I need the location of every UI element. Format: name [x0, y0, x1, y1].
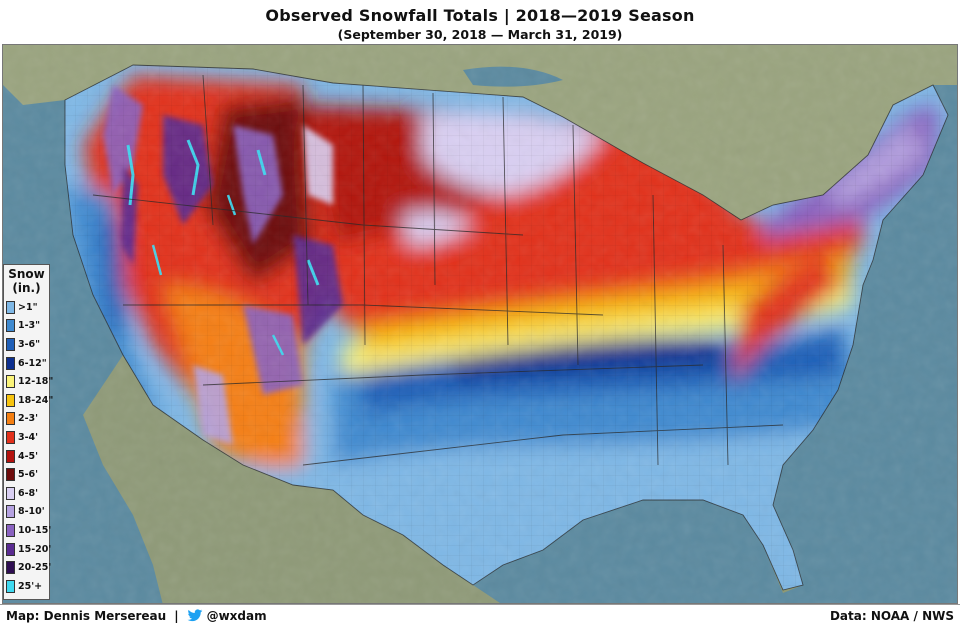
legend-label: 20-25': [18, 562, 52, 574]
legend-item: 5-6': [6, 465, 47, 484]
legend-swatch: [6, 505, 15, 519]
legend-swatch: [6, 300, 15, 314]
legend-label: 8-10': [18, 506, 45, 518]
legend-swatch: [6, 449, 15, 463]
legend-label: 25'+: [18, 580, 43, 592]
twitter-bird-icon: [187, 609, 202, 622]
legend-label: 2-3': [18, 413, 39, 425]
legend-label: 1-3": [18, 320, 41, 332]
legend-item: 3-6": [6, 335, 47, 354]
legend-label: 12-18": [18, 376, 54, 388]
legend-label: 15-20': [18, 543, 52, 555]
legend-swatch: [6, 319, 15, 333]
legend-swatch: [6, 375, 15, 389]
legend-item: 3-4': [6, 428, 47, 447]
legend-swatch: [6, 561, 15, 575]
legend-swatch: [6, 337, 15, 351]
credit-separator: |: [174, 609, 179, 623]
legend-swatch: [6, 468, 15, 482]
legend-swatch: [6, 486, 15, 500]
map-subtitle: (September 30, 2018 — March 31, 2019): [337, 27, 623, 42]
legend-item: 4-5': [6, 447, 47, 466]
legend-swatch: [6, 412, 15, 426]
legend-item: 18-24": [6, 391, 53, 410]
legend-item: 12-18": [6, 372, 53, 391]
legend-item: 2-3': [6, 410, 47, 429]
legend-item: >1": [6, 298, 47, 317]
legend-item: 20-25': [6, 558, 51, 577]
legend-swatch: [6, 356, 15, 370]
legend-swatch: [6, 393, 15, 407]
legend-swatch: [6, 579, 15, 593]
legend-item: 1-3": [6, 317, 47, 336]
legend-swatch: [6, 430, 15, 444]
map-credit: Map: Dennis Mersereau | @wxdam: [6, 609, 267, 623]
legend-item: 6-12": [6, 354, 47, 373]
legend-item: 10-15': [6, 521, 51, 540]
map-title: Observed Snowfall Totals | 2018—2019 Sea…: [265, 6, 695, 25]
twitter-handle[interactable]: @wxdam: [206, 609, 267, 623]
legend-swatch: [6, 523, 15, 537]
data-credit: Data: NOAA / NWS: [829, 609, 954, 623]
legend-title: Snow: [8, 267, 45, 281]
legend-label: 10-15': [18, 524, 52, 536]
legend-items: >1" 1-3" 3-6" 6-12" 12-18" 18-24" 2-3' 3-4' 4-5'…: [6, 298, 53, 596]
legend-label: 4-5': [18, 450, 39, 462]
legend-label: 18-24": [18, 394, 54, 406]
legend-label: 6-8': [18, 487, 39, 499]
footer: Map: Dennis Mersereau | @wxdam Data: NOA…: [0, 604, 960, 627]
legend-label: 6-12": [18, 357, 47, 369]
legend-swatch: [6, 542, 15, 556]
legend: Snow (in.) >1" 1-3" 3-6" 6-12" 12-18" 18-24" 2…: [3, 264, 53, 600]
legend-item: 8-10': [6, 503, 47, 522]
map-author: Map: Dennis Mersereau: [6, 609, 167, 623]
legend-item: 6-8': [6, 484, 47, 503]
legend-label: 5-6': [18, 469, 39, 481]
legend-item: 15-20': [6, 540, 51, 559]
legend-label: 3-4': [18, 431, 39, 443]
legend-item: 25'+: [6, 577, 47, 596]
snowfall-map: [2, 44, 958, 604]
legend-label: >1": [18, 301, 38, 313]
snowfall-map-canvas: [3, 45, 957, 603]
legend-unit: (in.): [12, 281, 41, 295]
legend-label: 3-6": [18, 338, 41, 350]
title-bar: Observed Snowfall Totals | 2018—2019 Sea…: [0, 0, 960, 44]
